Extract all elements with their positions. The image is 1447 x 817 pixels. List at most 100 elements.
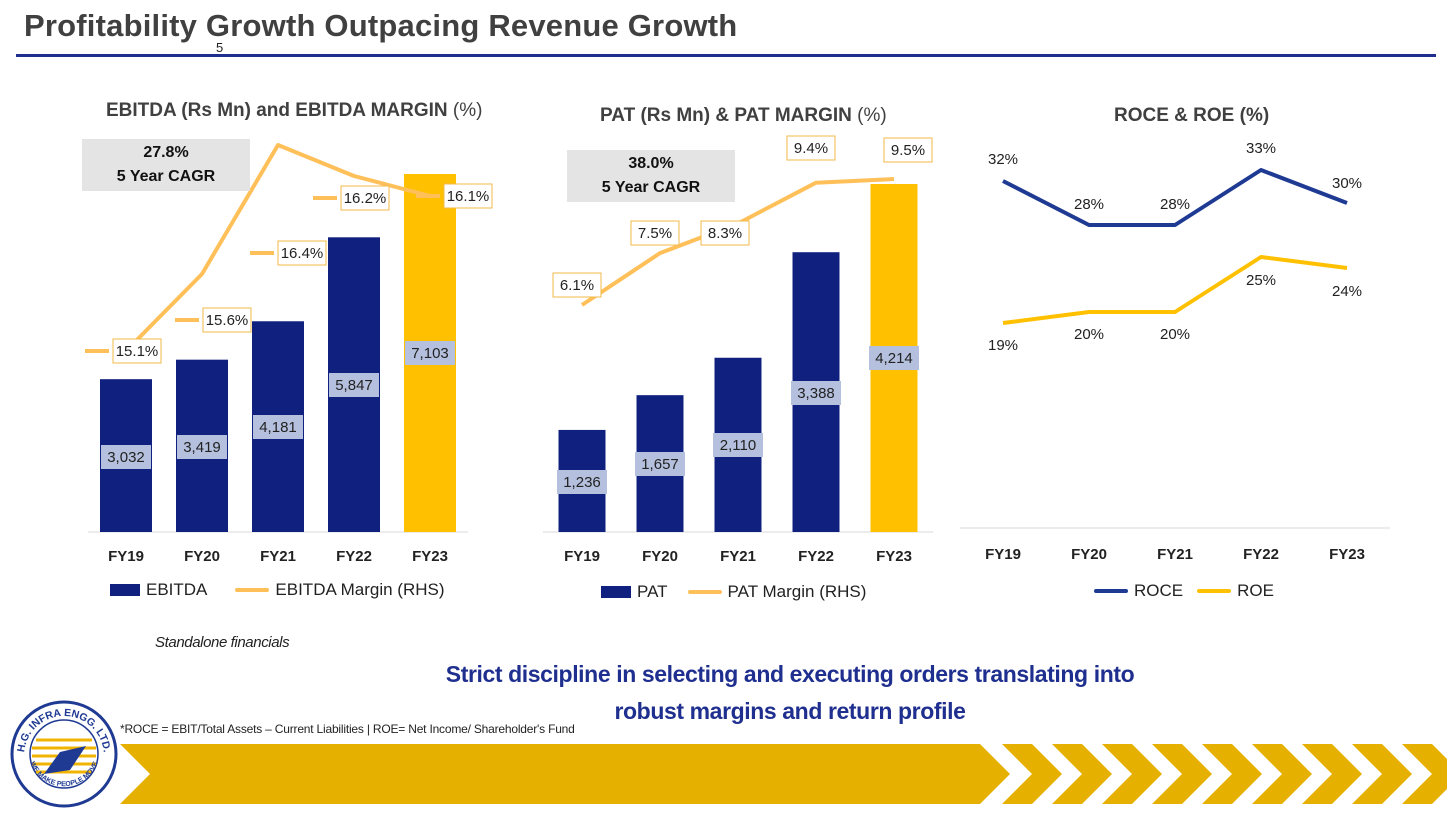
- ebitda-cagr-label: 5 Year CAGR: [116, 168, 216, 185]
- ebitda-margin-label-box: [340, 185, 390, 211]
- pat-margin-legend-label: PAT Margin (RHS): [727, 582, 867, 601]
- ebitda-margin-legend-label: EBITDA Margin (RHS): [275, 580, 445, 599]
- returns-legend: ROCE ROE: [1094, 581, 1274, 601]
- roce-value-label: 33%: [1246, 140, 1276, 157]
- pat-bar-value-label-box: [713, 433, 763, 457]
- pat-category-label: FY22: [798, 548, 834, 565]
- roe-line: [1002, 255, 1348, 325]
- roce-legend-label: ROCE: [1134, 581, 1184, 600]
- returns-category-label: FY23: [1329, 546, 1365, 563]
- pat-legend: PAT PAT Margin (RHS): [601, 582, 866, 602]
- roe-value-label: 25%: [1246, 272, 1276, 289]
- ebitda-bar-value-label: 3,032: [107, 449, 145, 466]
- ebitda-bar-value-label-box: [101, 445, 151, 469]
- returns-category-label: FY21: [1157, 546, 1193, 563]
- tagline-line-1: Strict discipline in selecting and execu…: [445, 661, 1135, 687]
- ebitda-margin-label: 16.2%: [344, 190, 387, 207]
- roe-value-label: 24%: [1332, 283, 1362, 300]
- roe-value-label: 20%: [1074, 326, 1104, 343]
- ebitda-margin-label: 15.1%: [116, 343, 159, 360]
- tagline: Strict discipline in selecting and execu…: [330, 656, 1250, 730]
- ebitda-chart-title-main: EBITDA (Rs Mn) and EBITDA MARGIN: [106, 100, 448, 121]
- ebitda-chart-title: EBITDA (Rs Mn) and EBITDA MARGIN (%): [106, 100, 482, 122]
- page-title: Profitability Growth Outpacing Revenue G…: [24, 8, 738, 43]
- pat-margin-label: 9.4%: [794, 140, 828, 157]
- roce-value-label: 28%: [1160, 196, 1190, 213]
- pat-cagr-box: 38.0% 5 Year CAGR: [567, 150, 735, 202]
- ebitda-bar-value-label-box: [405, 341, 455, 365]
- ebitda-margin-legend-swatch: [235, 588, 270, 592]
- pat-bar-value-label-box: [635, 452, 685, 476]
- ebitda-category-label: FY23: [412, 548, 448, 565]
- page-number: 5: [216, 40, 224, 55]
- pat-margin-label-box: [700, 220, 750, 246]
- pat-margin-label-box: [630, 220, 680, 246]
- ebitda-bar-value-label: 5,847: [335, 377, 373, 394]
- pat-bar-value-label: 4,214: [875, 350, 913, 367]
- ebitda-bar-value-label-box: [329, 373, 379, 397]
- tagline-line-2: robust margins and return profile: [614, 698, 966, 724]
- ebitda-bar-value-label-box: [177, 435, 227, 459]
- roce-value-label: 32%: [988, 151, 1018, 168]
- ebitda-bar-value-label-box: [253, 415, 303, 439]
- ebitda-chart-title-unit: (%): [447, 100, 483, 121]
- returns-category-label: FY22: [1243, 546, 1279, 563]
- roe-value-label: 19%: [988, 337, 1018, 354]
- pat-chart-title-main: PAT (Rs Mn) & PAT MARGIN: [600, 105, 852, 126]
- ebitda-margin-label-box: [277, 240, 327, 266]
- pat-margin-label-box: [883, 137, 933, 163]
- pat-chart-title-unit: (%): [851, 105, 887, 126]
- pat-category-label: FY21: [720, 548, 756, 565]
- ebitda-margin-label-box: [202, 307, 252, 333]
- ebitda-cagr-box: 27.8% 5 Year CAGR: [82, 139, 250, 191]
- ebitda-margin-label: 16.1%: [447, 188, 490, 205]
- pat-cagr-value: 38.0%: [628, 155, 674, 172]
- pat-margin-label: 9.5%: [891, 142, 925, 159]
- roe-value-label: 20%: [1160, 326, 1190, 343]
- ratio-definition-footnote: *ROCE = EBIT/Total Assets – Current Liab…: [120, 722, 575, 736]
- ebitda-category-label: FY21: [260, 548, 296, 565]
- returns-category-label: FY20: [1071, 546, 1107, 563]
- pat-legend-swatch: [601, 586, 631, 598]
- roce-value-label: 30%: [1332, 175, 1362, 192]
- pat-bar-value-label-box: [557, 470, 607, 494]
- title-divider: [16, 54, 1436, 57]
- roce-legend-swatch: [1094, 589, 1128, 593]
- ebitda-bar-value-label: 4,181: [259, 419, 297, 436]
- ebitda-category-label: FY19: [108, 548, 144, 565]
- pat-legend-label: PAT: [637, 582, 668, 601]
- pat-bar-value-label: 3,388: [797, 385, 835, 402]
- roce-line: [1002, 168, 1348, 227]
- ebitda-margin-line: [124, 143, 431, 353]
- ebitda-legend-label: EBITDA: [146, 580, 208, 599]
- roce-value-label: 28%: [1074, 196, 1104, 213]
- ebitda-cagr-value: 27.8%: [143, 144, 189, 161]
- pat-bar-value-label: 2,110: [720, 437, 756, 454]
- decorative-ribbon: [120, 744, 1447, 804]
- pat-margin-label: 6.1%: [560, 277, 594, 294]
- pat-chart-title: PAT (Rs Mn) & PAT MARGIN (%): [600, 105, 887, 127]
- ebitda-category-label: FY20: [184, 548, 220, 565]
- pat-bar-value-label-box: [869, 346, 919, 370]
- ebitda-bar-value-label: 7,103: [411, 345, 449, 362]
- roe-legend-swatch: [1197, 589, 1232, 593]
- pat-margin-label: 7.5%: [638, 225, 672, 242]
- ebitda-category-label: FY22: [336, 548, 372, 565]
- pat-bar-value-label-box: [791, 381, 841, 405]
- ebitda-margin-label: 15.6%: [206, 312, 249, 329]
- pat-category-label: FY23: [876, 548, 912, 565]
- ebitda-margin-label-box: [443, 183, 493, 209]
- pat-margin-legend-swatch: [687, 590, 722, 594]
- pat-category-label: FY19: [564, 548, 600, 565]
- pat-category-label: FY20: [642, 548, 678, 565]
- pat-margin-label-box: [552, 272, 602, 298]
- ebitda-bar-value-label: 3,419: [183, 439, 221, 456]
- standalone-note: Standalone financials: [155, 634, 290, 651]
- ebitda-legend: EBITDA EBITDA Margin (RHS): [110, 580, 445, 600]
- ebitda-legend-swatch: [110, 584, 140, 596]
- pat-margin-label: 8.3%: [708, 225, 742, 242]
- ebitda-margin-label: 16.4%: [281, 245, 324, 262]
- pat-bar-value-label: 1,657: [641, 456, 679, 473]
- company-logo: H.G. INFRA ENGG. LTD. WE MAKE PEOPLE MOV…: [10, 700, 118, 808]
